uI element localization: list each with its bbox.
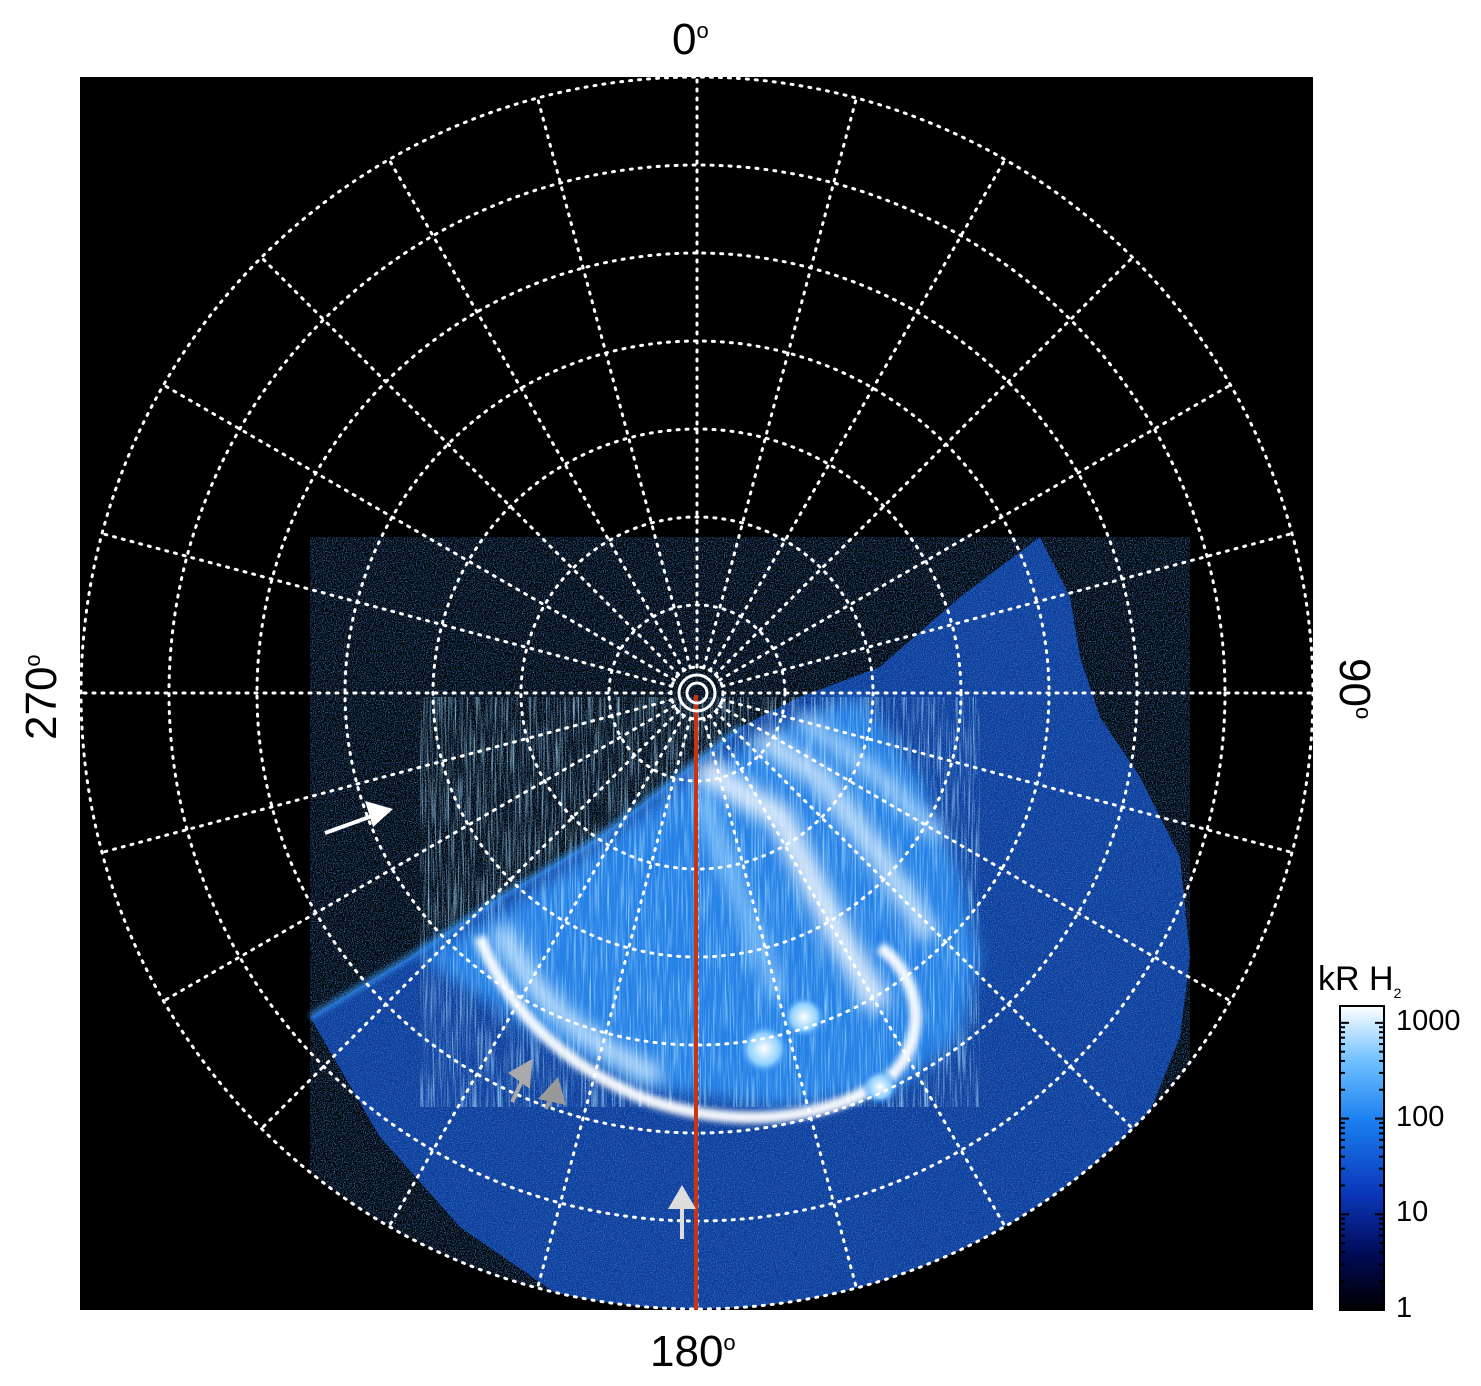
meridian-line: [100, 698, 674, 854]
meridian-line: [162, 383, 676, 682]
meridian-line: [713, 709, 1135, 1131]
meridian-line: [702, 96, 858, 670]
meridian-line: [720, 532, 1294, 688]
meridian-line: [720, 698, 1294, 854]
latitude-circle: [519, 515, 875, 871]
meridian-line: [708, 714, 1007, 1228]
meridian-line: [100, 532, 674, 688]
light-arrow: [668, 1185, 696, 1239]
meridian-line: [259, 709, 681, 1131]
white-arrow: [324, 801, 393, 835]
meridian-line: [536, 96, 692, 670]
azimuth-label-0: 0o: [672, 15, 709, 64]
meridian-line: [387, 158, 686, 672]
meridian-line: [708, 158, 1007, 672]
meridian-line: [259, 255, 681, 677]
meridian-line: [718, 383, 1232, 682]
colorbar-gradient: [1339, 1005, 1385, 1311]
meridian-line: [718, 704, 1232, 1003]
aurora-emission: [308, 537, 1190, 1309]
meridian-line: [536, 716, 692, 1290]
latitude-circle: [80, 77, 1313, 1310]
colorbar-tick-label: 1000: [1396, 1004, 1461, 1037]
polar-projection-frame: [80, 77, 1313, 1310]
colorbar-tick-label: 1: [1396, 1292, 1413, 1324]
colorbar-tick-label: 10: [1396, 1196, 1429, 1229]
meridian-line: [387, 714, 686, 1228]
meridian-line: [162, 704, 676, 1003]
polar-projection-image: [80, 77, 1313, 1310]
azimuth-label-180: 180o: [650, 1327, 736, 1376]
azimuth-label-270: 270o: [17, 654, 66, 740]
colorbar: [1339, 1005, 1385, 1311]
azimuth-label-90: 90o: [1330, 658, 1379, 720]
grey-arrow-1: [508, 1059, 532, 1103]
meridian-line: [702, 716, 858, 1290]
colorbar-tick-label: 100: [1396, 1100, 1445, 1133]
meridian-line: [713, 255, 1135, 677]
grey-arrow-2: [538, 1077, 566, 1110]
colorbar-title: kR H2: [1318, 960, 1402, 1001]
pole-marker: [677, 673, 717, 713]
